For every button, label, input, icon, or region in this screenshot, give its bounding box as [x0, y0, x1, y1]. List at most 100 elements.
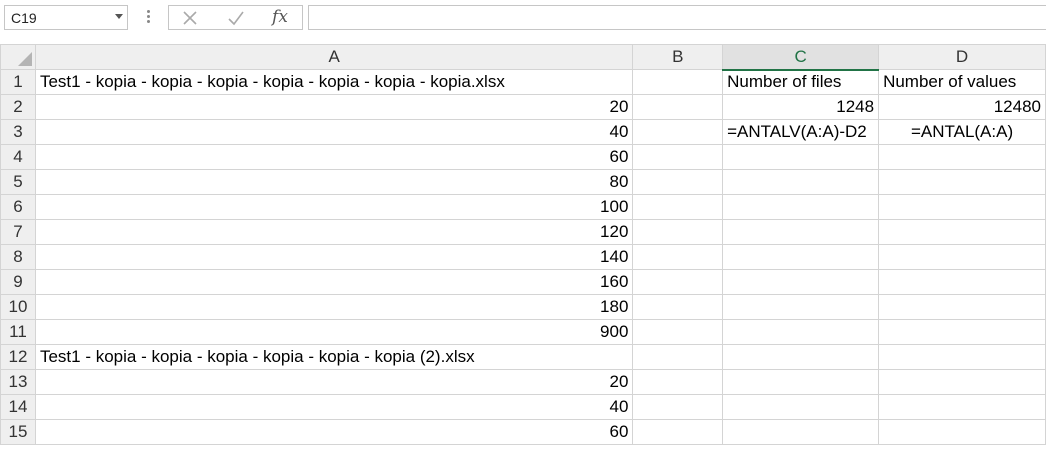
row-header[interactable]: 5 — [0, 169, 36, 195]
table-row: 5 80 — [0, 169, 1046, 195]
table-row: 2 20 1248 12480 — [0, 94, 1046, 120]
row-header[interactable]: 12 — [0, 344, 36, 370]
cell-c[interactable] — [722, 269, 880, 295]
cell-d[interactable] — [878, 294, 1046, 320]
row-header[interactable]: 13 — [0, 369, 36, 395]
cell-c[interactable] — [722, 369, 880, 395]
insert-function-button[interactable]: fx — [267, 8, 293, 28]
cell-b[interactable] — [632, 119, 724, 145]
cell-d[interactable] — [878, 244, 1046, 270]
row-header[interactable]: 15 — [0, 419, 36, 445]
fx-label: fx — [272, 7, 288, 27]
cell-b[interactable] — [632, 94, 724, 120]
cell-c[interactable]: 1248 — [722, 94, 880, 120]
cell-a[interactable]: 80 — [34, 169, 634, 195]
cell-d[interactable] — [878, 169, 1046, 195]
column-header-d[interactable]: D — [878, 44, 1046, 70]
cell-a[interactable]: 120 — [34, 219, 634, 245]
row-header[interactable]: 10 — [0, 294, 36, 320]
cell-b[interactable] — [632, 219, 724, 245]
chevron-down-icon[interactable] — [115, 14, 123, 19]
cell-b[interactable] — [632, 394, 724, 420]
cell-c[interactable] — [722, 344, 880, 370]
cell-d[interactable] — [878, 194, 1046, 220]
cell-b[interactable] — [632, 419, 724, 445]
cell-d[interactable] — [878, 419, 1046, 445]
cell-c[interactable] — [722, 144, 880, 170]
formula-bar-area: C19 fx — [0, 0, 1046, 44]
cell-d[interactable]: Number of values — [878, 69, 1046, 95]
cell-c[interactable] — [722, 394, 880, 420]
row-header[interactable]: 3 — [0, 119, 36, 145]
cell-d[interactable] — [878, 319, 1046, 345]
cell-c[interactable] — [722, 419, 880, 445]
cancel-icon[interactable] — [177, 8, 203, 28]
cell-c[interactable] — [722, 319, 880, 345]
row-header[interactable]: 7 — [0, 219, 36, 245]
cell-d[interactable] — [878, 219, 1046, 245]
cell-c[interactable] — [722, 294, 880, 320]
table-row: 1 Test1 - kopia - kopia - kopia - kopia -… — [0, 69, 1046, 95]
cell-b[interactable] — [632, 369, 724, 395]
row-header[interactable]: 8 — [0, 244, 36, 270]
table-row: 9 160 — [0, 269, 1046, 295]
cell-a[interactable]: 180 — [34, 294, 634, 320]
cell-c[interactable] — [722, 219, 880, 245]
row-header[interactable]: 14 — [0, 394, 36, 420]
column-header-c[interactable]: C — [722, 44, 880, 71]
table-row: 11 900 — [0, 319, 1046, 345]
table-row: 14 40 — [0, 394, 1046, 420]
drag-handle-icon[interactable] — [145, 8, 151, 26]
cell-a[interactable]: 160 — [34, 269, 634, 295]
spreadsheet-grid: A B C D 1 Test1 - kopia - kopia - kopia -… — [0, 44, 1046, 445]
cell-c[interactable] — [722, 194, 880, 220]
table-row: 6 100 — [0, 194, 1046, 220]
cell-a[interactable]: Test1 - kopia - kopia - kopia - kopia - … — [34, 69, 634, 95]
table-row: 12 Test1 - kopia - kopia - kopia - kopia … — [0, 344, 1046, 370]
cell-d[interactable] — [878, 269, 1046, 295]
column-header-b[interactable]: B — [632, 44, 724, 70]
cell-a[interactable]: 40 — [34, 119, 634, 145]
cell-a[interactable]: 60 — [34, 419, 634, 445]
cell-d[interactable]: 12480 — [878, 94, 1046, 120]
cell-a[interactable]: Test1 - kopia - kopia - kopia - kopia - … — [34, 344, 634, 370]
cell-a[interactable]: 60 — [34, 144, 634, 170]
cell-a[interactable]: 40 — [34, 394, 634, 420]
cell-c[interactable]: Number of files — [722, 69, 880, 95]
cell-a[interactable]: 20 — [34, 369, 634, 395]
cell-d[interactable] — [878, 369, 1046, 395]
cell-d[interactable] — [878, 344, 1046, 370]
cell-b[interactable] — [632, 194, 724, 220]
cell-a[interactable]: 900 — [34, 319, 634, 345]
cell-c[interactable] — [722, 169, 880, 195]
cell-b[interactable] — [632, 269, 724, 295]
cell-c[interactable]: =ANTALV(A:A)-D2 — [722, 119, 880, 145]
row-header[interactable]: 4 — [0, 144, 36, 170]
row-header[interactable]: 2 — [0, 94, 36, 120]
enter-check-icon[interactable] — [223, 8, 249, 28]
cell-b[interactable] — [632, 144, 724, 170]
formula-input[interactable] — [308, 5, 1046, 30]
cell-a[interactable]: 140 — [34, 244, 634, 270]
cell-b[interactable] — [632, 294, 724, 320]
column-header-a[interactable]: A — [34, 44, 634, 70]
select-all-corner[interactable] — [0, 44, 36, 70]
cell-c[interactable] — [722, 244, 880, 270]
cell-b[interactable] — [632, 69, 724, 95]
cell-a[interactable]: 20 — [34, 94, 634, 120]
cell-b[interactable] — [632, 344, 724, 370]
select-all-triangle-icon — [17, 52, 32, 66]
cell-d[interactable] — [878, 144, 1046, 170]
cell-b[interactable] — [632, 169, 724, 195]
cell-b[interactable] — [632, 244, 724, 270]
row-header[interactable]: 11 — [0, 319, 36, 345]
row-header[interactable]: 1 — [0, 69, 36, 95]
row-header[interactable]: 6 — [0, 194, 36, 220]
name-box-value: C19 — [11, 10, 37, 26]
row-header[interactable]: 9 — [0, 269, 36, 295]
name-box[interactable]: C19 — [4, 5, 128, 30]
cell-b[interactable] — [632, 319, 724, 345]
cell-a[interactable]: 100 — [34, 194, 634, 220]
cell-d[interactable] — [878, 394, 1046, 420]
cell-d[interactable]: =ANTAL(A:A) — [878, 119, 1046, 145]
